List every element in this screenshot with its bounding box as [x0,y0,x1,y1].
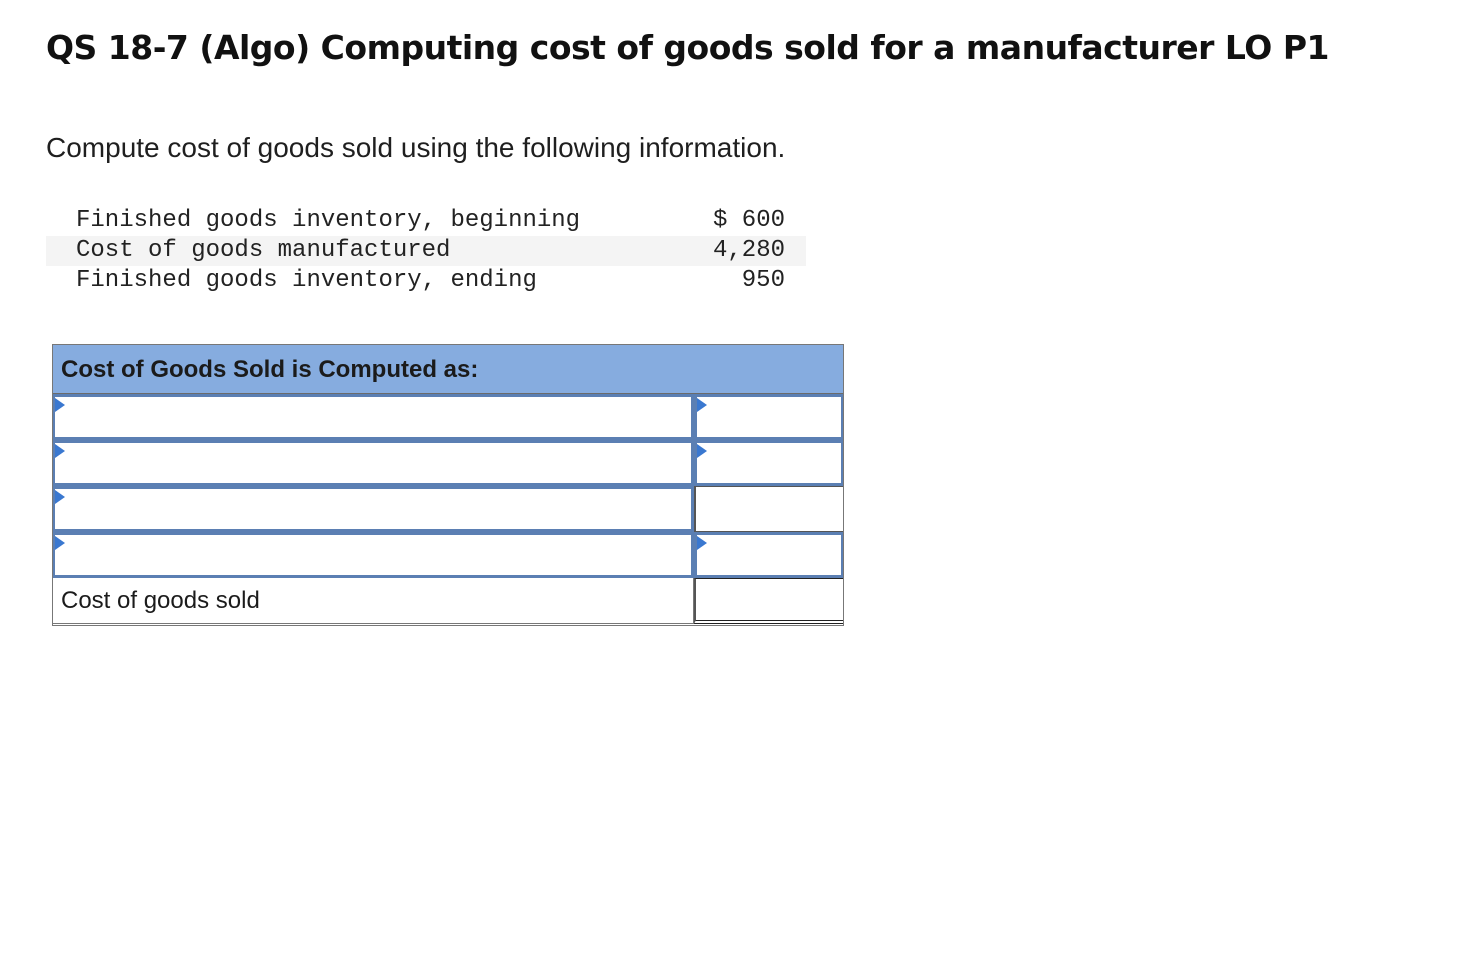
total-label: Cost of goods sold [52,578,694,624]
label-dropdown-1[interactable] [52,394,694,440]
triangle-right-icon [55,490,65,504]
triangle-right-icon [697,398,707,412]
amount-input-1[interactable] [694,394,844,440]
amount-input-3[interactable] [694,486,844,532]
triangle-right-icon [55,536,65,550]
page-title: QS 18-7 (Algo) Computing cost of goods s… [46,28,1329,67]
amount-input-4[interactable] [694,532,844,578]
triangle-right-icon [55,444,65,458]
answer-row-4 [52,532,844,578]
given-row-ending-inventory: Finished goods inventory, ending 950 [46,266,806,296]
given-row-beginning-inventory: Finished goods inventory, beginning $ 60… [46,206,806,236]
given-info-table: Finished goods inventory, beginning $ 60… [46,206,806,296]
given-label: Finished goods inventory, beginning [76,207,581,234]
label-dropdown-4[interactable] [52,532,694,578]
total-row: Cost of goods sold [52,578,844,624]
given-value: 950 [741,267,785,294]
triangle-right-icon [55,398,65,412]
answer-row-2 [52,440,844,486]
answer-table-header: Cost of Goods Sold is Computed as: [52,344,844,394]
triangle-right-icon [697,536,707,550]
given-value: 4,280 [712,237,785,264]
given-label: Cost of goods manufactured [76,237,451,264]
triangle-right-icon [697,444,707,458]
instruction-text: Compute cost of goods sold using the fol… [46,132,786,163]
given-value: $ 600 [712,207,785,234]
amount-input-2[interactable] [694,440,844,486]
answer-row-3 [52,486,844,532]
given-row-goods-manufactured: Cost of goods manufactured 4,280 [46,236,806,266]
cogs-answer-table: Cost of Goods Sold is Computed as: Cost [52,344,844,626]
label-dropdown-2[interactable] [52,440,694,486]
given-label: Finished goods inventory, ending [76,267,537,294]
label-dropdown-3[interactable] [52,486,694,532]
answer-row-1 [52,394,844,440]
total-amount-input[interactable] [694,578,844,624]
